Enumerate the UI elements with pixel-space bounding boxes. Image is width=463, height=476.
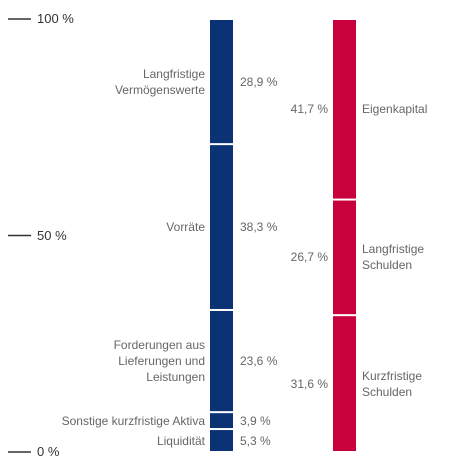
value-label: 41,7 % — [290, 102, 328, 117]
segment-name: Liquidität — [156, 433, 205, 448]
value-label: 26,7 % — [290, 250, 328, 265]
bar-segment — [333, 20, 356, 199]
bar-segment — [210, 145, 233, 309]
segment-name: Sonstige kurzfristige Aktiva — [61, 413, 205, 428]
segment-name: Kurzfristige Schulden — [362, 368, 423, 399]
value-label: 23,6 % — [240, 354, 278, 369]
bar-segment — [210, 430, 233, 451]
value-label: 5,3 % — [240, 433, 271, 448]
segment-name: Langfristige Vermögenswerte — [114, 66, 205, 97]
segment-name: Forderungen aus Lieferungen und Leistung… — [113, 338, 205, 385]
bar-segment — [210, 20, 233, 144]
bar-segment — [210, 413, 233, 429]
y-tick-label: 0 % — [37, 444, 60, 459]
bar-segment — [333, 200, 356, 315]
y-tick-label: 100 % — [37, 11, 74, 26]
value-label: 28,9 % — [240, 74, 278, 89]
bar-segment — [210, 310, 233, 412]
value-label: 3,9 % — [240, 413, 271, 428]
value-label: 31,6 % — [290, 376, 328, 391]
segment-name: Vorräte — [166, 220, 205, 235]
value-label: 38,3 % — [240, 220, 278, 235]
segment-name: Langfristige Schulden — [362, 242, 425, 273]
bar-segment — [333, 316, 356, 451]
segment-name: Eigenkapital — [362, 102, 428, 117]
y-tick-label: 50 % — [37, 227, 67, 243]
